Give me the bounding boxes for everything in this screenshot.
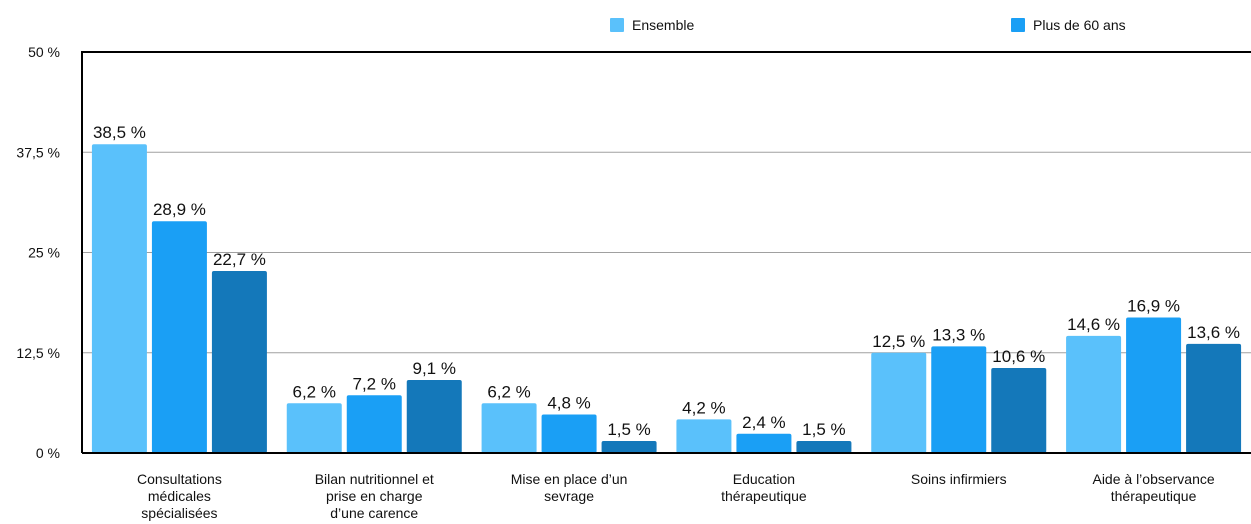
data-label: 16,9 % [1127, 296, 1180, 315]
bar [796, 440, 852, 453]
legend-item: Ensemble [610, 17, 694, 33]
data-label: 38,5 % [93, 123, 146, 142]
bar [931, 346, 987, 453]
y-tick-label: 0 % [36, 445, 60, 461]
bar [91, 144, 147, 454]
bar [736, 433, 792, 453]
bar [991, 367, 1047, 453]
bar [676, 419, 732, 453]
legend-label: Plus de 60 ans [1033, 17, 1126, 33]
data-label: 7,2 % [353, 374, 396, 393]
bar [1186, 343, 1242, 453]
data-label: 22,7 % [213, 250, 266, 269]
data-label: 6,2 % [487, 382, 530, 401]
y-tick-label: 25 % [28, 245, 60, 261]
bar [541, 414, 597, 453]
bar [346, 395, 402, 453]
bar [151, 221, 207, 453]
legend-swatch [1011, 18, 1025, 32]
legend-swatch [610, 18, 624, 32]
data-label: 13,6 % [1187, 323, 1240, 342]
bar [481, 403, 537, 453]
data-label: 4,8 % [547, 394, 590, 413]
category-label: Consultations médicales spécialisées [137, 471, 222, 521]
bar [211, 270, 267, 453]
data-label: 1,5 % [607, 420, 650, 439]
bar [406, 380, 462, 453]
data-label: 2,4 % [742, 413, 785, 432]
data-label: 4,2 % [682, 398, 725, 417]
data-label: 13,3 % [932, 325, 985, 344]
data-label: 1,5 % [802, 420, 845, 439]
bar [601, 440, 657, 453]
y-tick-label: 50 % [28, 44, 60, 60]
bar [871, 352, 927, 453]
data-label: 6,2 % [293, 382, 336, 401]
category-label: Soins infirmiers [911, 471, 1007, 487]
category-label: Mise en place d’un sevrage [511, 471, 628, 504]
category-label: Education thérapeutique [721, 471, 807, 504]
legend-label: Ensemble [632, 17, 694, 33]
data-label: 10,6 % [992, 347, 1045, 366]
data-label: 28,9 % [153, 200, 206, 219]
bar [1066, 335, 1122, 453]
bar [1126, 317, 1182, 453]
category-label: Aide à l’observance thérapeutique [1092, 471, 1214, 504]
y-tick-label: 37,5 % [16, 144, 60, 160]
data-label: 9,1 % [413, 359, 456, 378]
bar [286, 403, 342, 453]
y-tick-label: 12,5 % [16, 345, 60, 361]
data-label: 14,6 % [1067, 315, 1120, 334]
data-label: 12,5 % [872, 332, 925, 351]
legend-item: Plus de 60 ans [1011, 17, 1126, 33]
category-label: Bilan nutritionnel et prise en charge d’un… [315, 471, 434, 521]
